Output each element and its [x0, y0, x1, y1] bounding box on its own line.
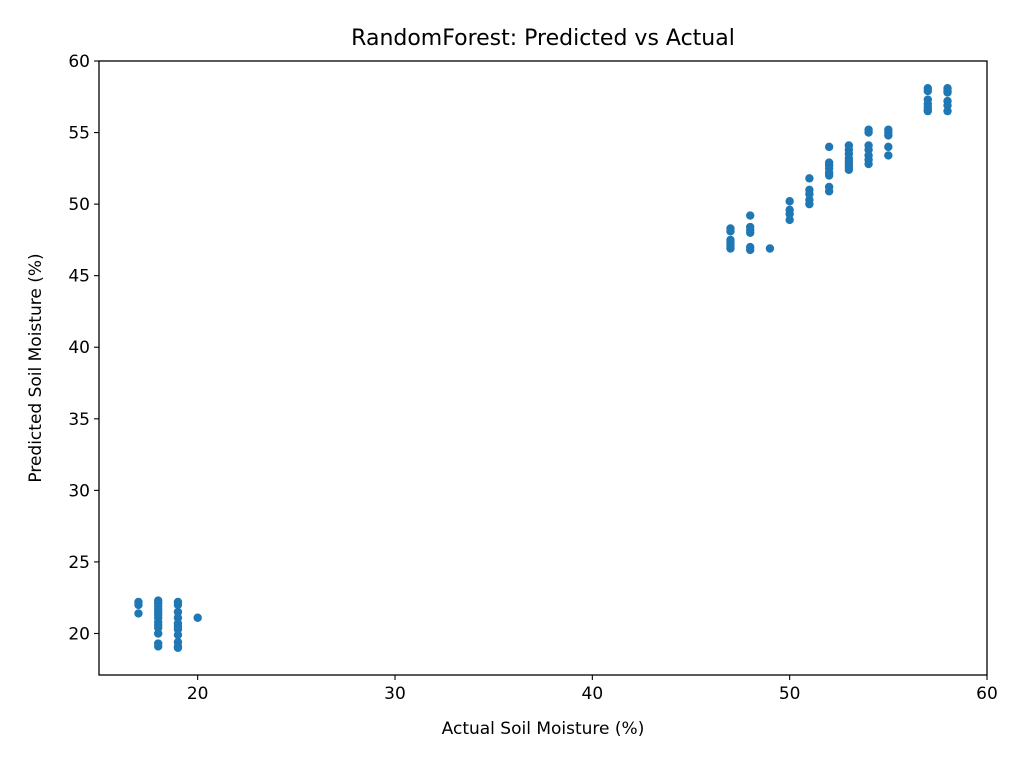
data-point — [923, 106, 932, 116]
data-point — [824, 171, 834, 180]
y-tick-label: 40 — [68, 338, 90, 358]
data-point — [943, 106, 952, 116]
x-tick-label: 20 — [187, 684, 209, 704]
data-point — [765, 244, 775, 253]
data-point — [805, 174, 814, 183]
y-tick-label: 60 — [68, 52, 90, 72]
data-point — [173, 643, 183, 653]
data-points — [134, 83, 952, 653]
chart-title: RandomForest: Predicted vs Actual — [351, 26, 735, 51]
x-tick-label: 60 — [976, 684, 998, 704]
data-point — [154, 642, 163, 651]
x-tick-label: 40 — [582, 684, 604, 704]
data-point — [884, 142, 893, 152]
y-tick-label: 55 — [68, 124, 90, 144]
data-point — [173, 630, 183, 640]
data-point — [884, 131, 893, 140]
data-point — [134, 600, 143, 610]
data-point — [746, 228, 755, 237]
data-point — [134, 609, 143, 618]
x-tick-label: 30 — [384, 684, 406, 704]
y-tick-label: 35 — [68, 410, 90, 430]
data-point — [824, 142, 834, 152]
y-tick-label: 50 — [68, 195, 90, 215]
x-tick-label: 50 — [779, 684, 801, 704]
data-point — [864, 128, 873, 137]
data-point — [844, 165, 854, 174]
y-tick-label: 20 — [68, 624, 90, 644]
data-point — [726, 227, 735, 236]
axis-ticks: 20 30 40 50 60 20 25 30 35 40 45 50 55 60 — [68, 52, 997, 704]
data-point — [943, 88, 952, 97]
y-axis-label: Predicted Soil Moisture (%) — [26, 253, 46, 482]
data-point — [785, 197, 794, 206]
data-point — [746, 211, 755, 220]
data-point — [923, 86, 932, 96]
data-point — [173, 600, 183, 610]
data-point — [726, 244, 735, 253]
data-point — [864, 159, 873, 169]
data-point — [154, 629, 163, 638]
data-point — [805, 199, 814, 209]
y-tick-label: 25 — [68, 553, 90, 573]
y-tick-label: 45 — [68, 267, 90, 287]
x-axis-label: Actual Soil Moisture (%) — [442, 719, 645, 739]
data-point — [884, 151, 893, 160]
data-point — [746, 245, 755, 255]
data-point — [193, 613, 202, 622]
y-tick-label: 30 — [68, 481, 90, 501]
data-point — [824, 187, 834, 196]
plot-frame — [98, 60, 988, 676]
data-point — [785, 215, 794, 225]
